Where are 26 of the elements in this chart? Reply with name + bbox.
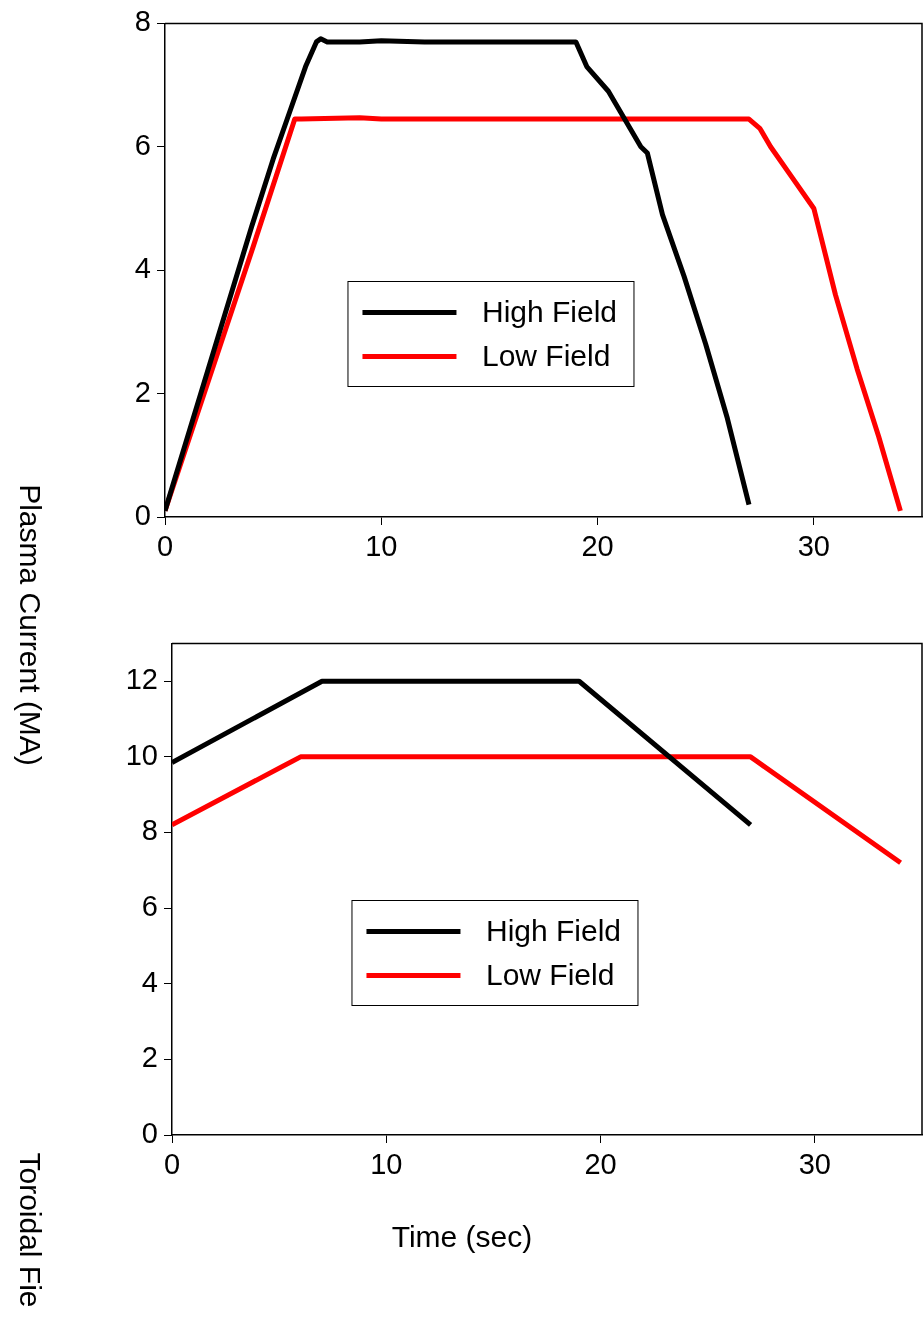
legend-label: Low Field: [485, 958, 615, 993]
y-tick-label: 10: [125, 738, 158, 771]
y-tick-label: 4: [141, 965, 158, 998]
legend-label: High Field: [485, 914, 622, 949]
y-tick-label: 4: [134, 252, 151, 285]
x-tick-label: 20: [584, 1148, 617, 1181]
y-tick-label: 0: [134, 499, 151, 531]
y-tick-label: 8: [141, 814, 158, 847]
x-tick-label: 20: [581, 530, 614, 563]
y-tick-label: 2: [134, 375, 151, 408]
legend-label: Low Field: [481, 339, 611, 374]
y-tick-label: 2: [141, 1041, 158, 1074]
y-tick-label: 0: [141, 1117, 158, 1149]
x-axis-title: Time (sec): [391, 1220, 533, 1254]
y-axis-title: Plasma Current (MA): [13, 484, 47, 766]
x-tick-label: 30: [797, 530, 830, 563]
x-tick-label: 30: [798, 1148, 831, 1181]
x-tick-label: 0: [163, 1148, 181, 1181]
y-axis-title: Toroidal Fie: [13, 1152, 47, 1308]
x-tick-label: 10: [365, 530, 398, 563]
x-tick-label: 10: [370, 1148, 403, 1181]
legend-label: High Field: [481, 295, 618, 330]
y-tick-label: 6: [134, 128, 151, 161]
y-tick-label: 6: [141, 890, 158, 923]
y-tick-label: 12: [125, 663, 158, 696]
y-tick-label: 8: [134, 5, 151, 38]
